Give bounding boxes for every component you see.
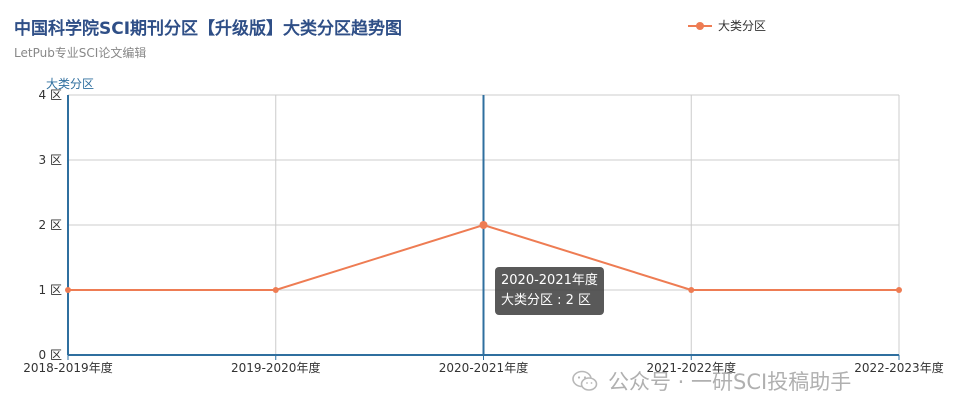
x-tick-label: 2021-2022年度 — [647, 360, 736, 375]
x-tick-label: 2018-2019年度 — [23, 360, 112, 375]
legend-swatch-icon — [688, 20, 712, 32]
watermark: 公众号 · 一研SCI投稿助手 — [572, 366, 851, 396]
chart-title: 中国科学院SCI期刊分区【升级版】大类分区趋势图 — [14, 19, 403, 39]
watermark-text: 公众号 · 一研SCI投稿助手 — [608, 370, 852, 394]
y-tick-label: 2 区 — [39, 218, 62, 232]
y-tick-label: 3 区 — [39, 153, 62, 167]
x-tick-label: 2022-2023年度 — [854, 360, 943, 375]
chart-subtitle: LetPub专业SCI论文编辑 — [14, 46, 147, 60]
data-point — [479, 221, 488, 229]
data-point — [688, 287, 695, 293]
y-tick-label: 0 区 — [39, 348, 62, 362]
data-point — [272, 287, 279, 293]
wechat-icon — [572, 370, 598, 392]
data-point — [65, 287, 71, 293]
tooltip-category: 2020-2021年度 — [501, 273, 598, 288]
legend-label: 大类分区 — [718, 19, 767, 33]
chart-tooltip: 2020-2021年度 大类分区 : 2 区 — [495, 267, 604, 315]
x-tick-label: 2020-2021年度 — [439, 360, 528, 375]
tooltip-value: 大类分区 : 2 区 — [501, 293, 592, 308]
y-tick-label: 1 区 — [39, 283, 62, 297]
data-point — [896, 287, 902, 293]
y-tick-label: 4 区 — [39, 88, 62, 102]
y-axis-label: 大类分区 — [46, 77, 95, 91]
x-tick-label: 2019-2020年度 — [231, 360, 320, 375]
legend-item[interactable]: 大类分区 — [688, 17, 766, 34]
